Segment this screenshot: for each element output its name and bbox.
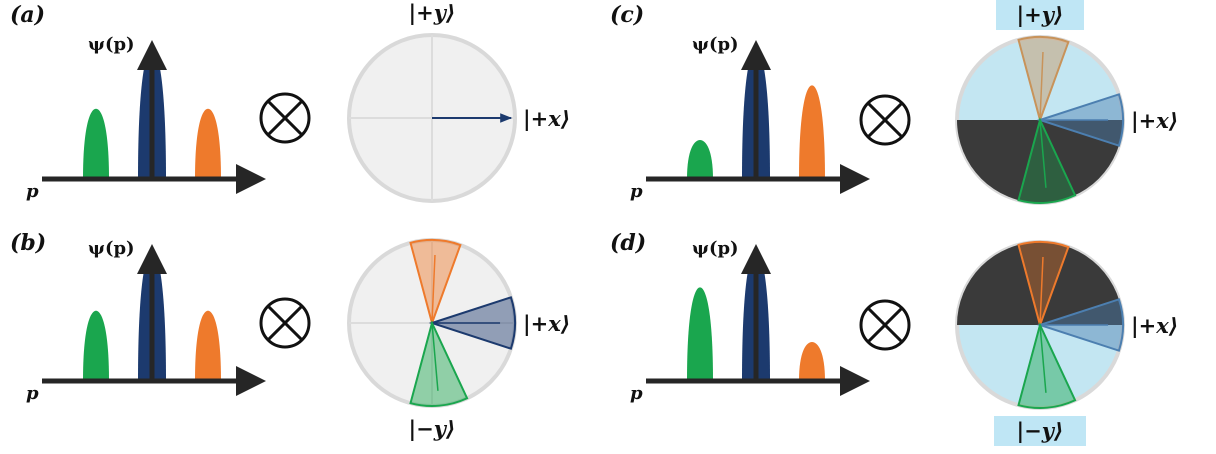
panel-label: (b) xyxy=(10,230,46,256)
panel-c: (c) ψ(p) p |+y⟩ |+x⟩ xyxy=(610,0,1178,205)
sector-orange xyxy=(1017,241,1070,329)
x-axis-label: p xyxy=(630,181,643,202)
state-label-top: |+y⟩ xyxy=(1016,2,1063,27)
peak-right xyxy=(799,342,825,381)
label-highlight xyxy=(994,416,1086,446)
state-label-right: |+x⟩ xyxy=(523,311,570,336)
panel-label: (c) xyxy=(610,2,644,28)
y-axis-label: ψ(p) xyxy=(88,34,135,55)
state-label-top: |+y⟩ xyxy=(408,0,455,25)
state-label-right: |+x⟩ xyxy=(1131,313,1178,338)
y-axis-label: ψ(p) xyxy=(692,238,739,259)
x-axis-label: p xyxy=(26,181,39,202)
dark-half xyxy=(957,120,1123,203)
peak-left xyxy=(83,108,109,179)
peak-left xyxy=(83,310,109,381)
x-axis-label: p xyxy=(26,383,39,404)
peak-right xyxy=(195,310,221,381)
wavefunction-plot: ψ(p) p xyxy=(26,34,266,202)
bloch-sphere: |+x⟩ |−y⟩ xyxy=(955,240,1178,446)
y-axis-label: ψ(p) xyxy=(692,34,739,55)
wavefunction-plot: ψ(p) p xyxy=(630,238,870,404)
label-highlight xyxy=(996,0,1084,30)
state-label-bottom: |−y⟩ xyxy=(408,416,455,441)
wavefunction-plot: ψ(p) p xyxy=(630,34,870,202)
dark-half xyxy=(957,242,1123,325)
sector-arrow-orange xyxy=(1039,256,1044,326)
panel-b: (b) ψ(p) p |+x⟩ |−y⟩ xyxy=(10,230,570,441)
tensor-product-icon xyxy=(859,299,911,351)
bloch-sphere: |+x⟩ |−y⟩ xyxy=(347,238,570,441)
tensor-product-icon xyxy=(259,297,311,349)
peak-left xyxy=(687,287,713,381)
sector-arrow-green xyxy=(1039,324,1047,393)
sector-green xyxy=(409,320,469,407)
wavefunction-plot: ψ(p) p xyxy=(26,238,266,404)
tensor-product-icon xyxy=(859,94,911,146)
peak-right xyxy=(799,85,825,179)
bloch-sphere: |+y⟩ |+x⟩ xyxy=(955,0,1178,205)
tensor-product-icon xyxy=(259,92,311,144)
panel-a: (a) ψ(p) p |+y⟩ |+x⟩ xyxy=(10,0,570,203)
x-axis-label: p xyxy=(630,383,643,404)
peak-right xyxy=(195,108,221,179)
sector-orange xyxy=(1017,36,1070,124)
sector-arrow-green xyxy=(1039,119,1047,188)
state-label-right: |+x⟩ xyxy=(523,106,570,131)
sector-green xyxy=(1017,322,1077,409)
sector-orange xyxy=(409,239,462,327)
sector-arrow-green xyxy=(431,322,439,391)
sector-arrow-orange xyxy=(431,254,436,324)
panel-label: (d) xyxy=(610,230,646,256)
bloch-sphere: |+y⟩ |+x⟩ xyxy=(347,0,570,203)
sector-green xyxy=(1017,117,1077,204)
peak-left xyxy=(687,140,713,179)
y-axis-label: ψ(p) xyxy=(88,238,135,259)
panel-label: (a) xyxy=(10,2,45,28)
panel-d: (d) ψ(p) p |+x⟩ |−y⟩ xyxy=(610,230,1178,446)
sector-arrow-orange xyxy=(1039,51,1044,121)
state-label-bottom: |−y⟩ xyxy=(1016,418,1063,443)
state-label-right: |+x⟩ xyxy=(1131,108,1178,133)
